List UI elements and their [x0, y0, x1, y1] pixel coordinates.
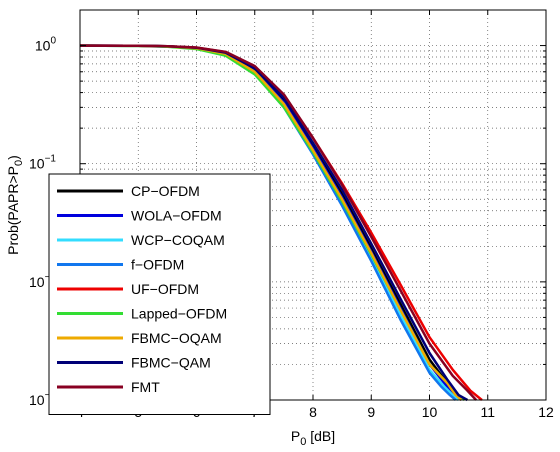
y-axis-label-sub: 0	[13, 160, 25, 166]
x-axis-label-main: P	[291, 428, 300, 444]
x-axis-label-suffix: [dB]	[306, 428, 335, 444]
legend-label: Lapped−OFDM	[131, 306, 227, 322]
y-axis-label: Prob(PAPR>P0)	[5, 155, 25, 255]
legend-label: WOLA−OFDM	[131, 208, 222, 224]
y-tick-label-exponent: −1	[45, 154, 57, 165]
y-tick-label-exponent: 0	[50, 36, 56, 47]
y-tick-label-base: 10	[29, 156, 45, 172]
legend-label: FBMC−QAM	[131, 355, 211, 371]
y-tick-label: 100	[35, 36, 57, 54]
series-line	[79, 44, 478, 401]
x-tick-label: 8	[309, 404, 317, 420]
y-tick-label-base: 10	[29, 392, 45, 408]
legend-label: UF−OFDM	[131, 281, 199, 297]
grid	[80, 10, 546, 400]
x-axis-label-sub: 0	[300, 436, 306, 448]
x-tick-label: 12	[538, 404, 554, 420]
x-tick-label: 11	[480, 404, 495, 420]
x-axis-label: P0 [dB]	[291, 428, 335, 448]
legend-label: CP−OFDM	[131, 183, 200, 199]
y-axis-label-suffix: )	[5, 155, 21, 160]
legend-label: FBMC−OQAM	[131, 330, 222, 346]
legend-label: f−OFDM	[131, 257, 184, 273]
series-layer	[79, 44, 483, 402]
legend: CP−OFDM WOLA−OFDM WCP−COQAM f−OFDM UF−OFDM La…	[48, 173, 271, 415]
y-tick-label-base: 10	[35, 38, 51, 54]
legend-label: WCP−COQAM	[131, 232, 225, 248]
y-tick-label: 10−1	[29, 154, 56, 172]
ticks: 45678910111210010−110−210−3	[29, 9, 554, 420]
x-tick-label: 9	[367, 404, 375, 420]
y-axis-label-main: Prob(PAPR>P	[5, 166, 21, 255]
y-tick-label-base: 10	[29, 274, 45, 290]
legend-label: FMT	[131, 379, 160, 395]
x-tick-label: 10	[422, 404, 438, 420]
